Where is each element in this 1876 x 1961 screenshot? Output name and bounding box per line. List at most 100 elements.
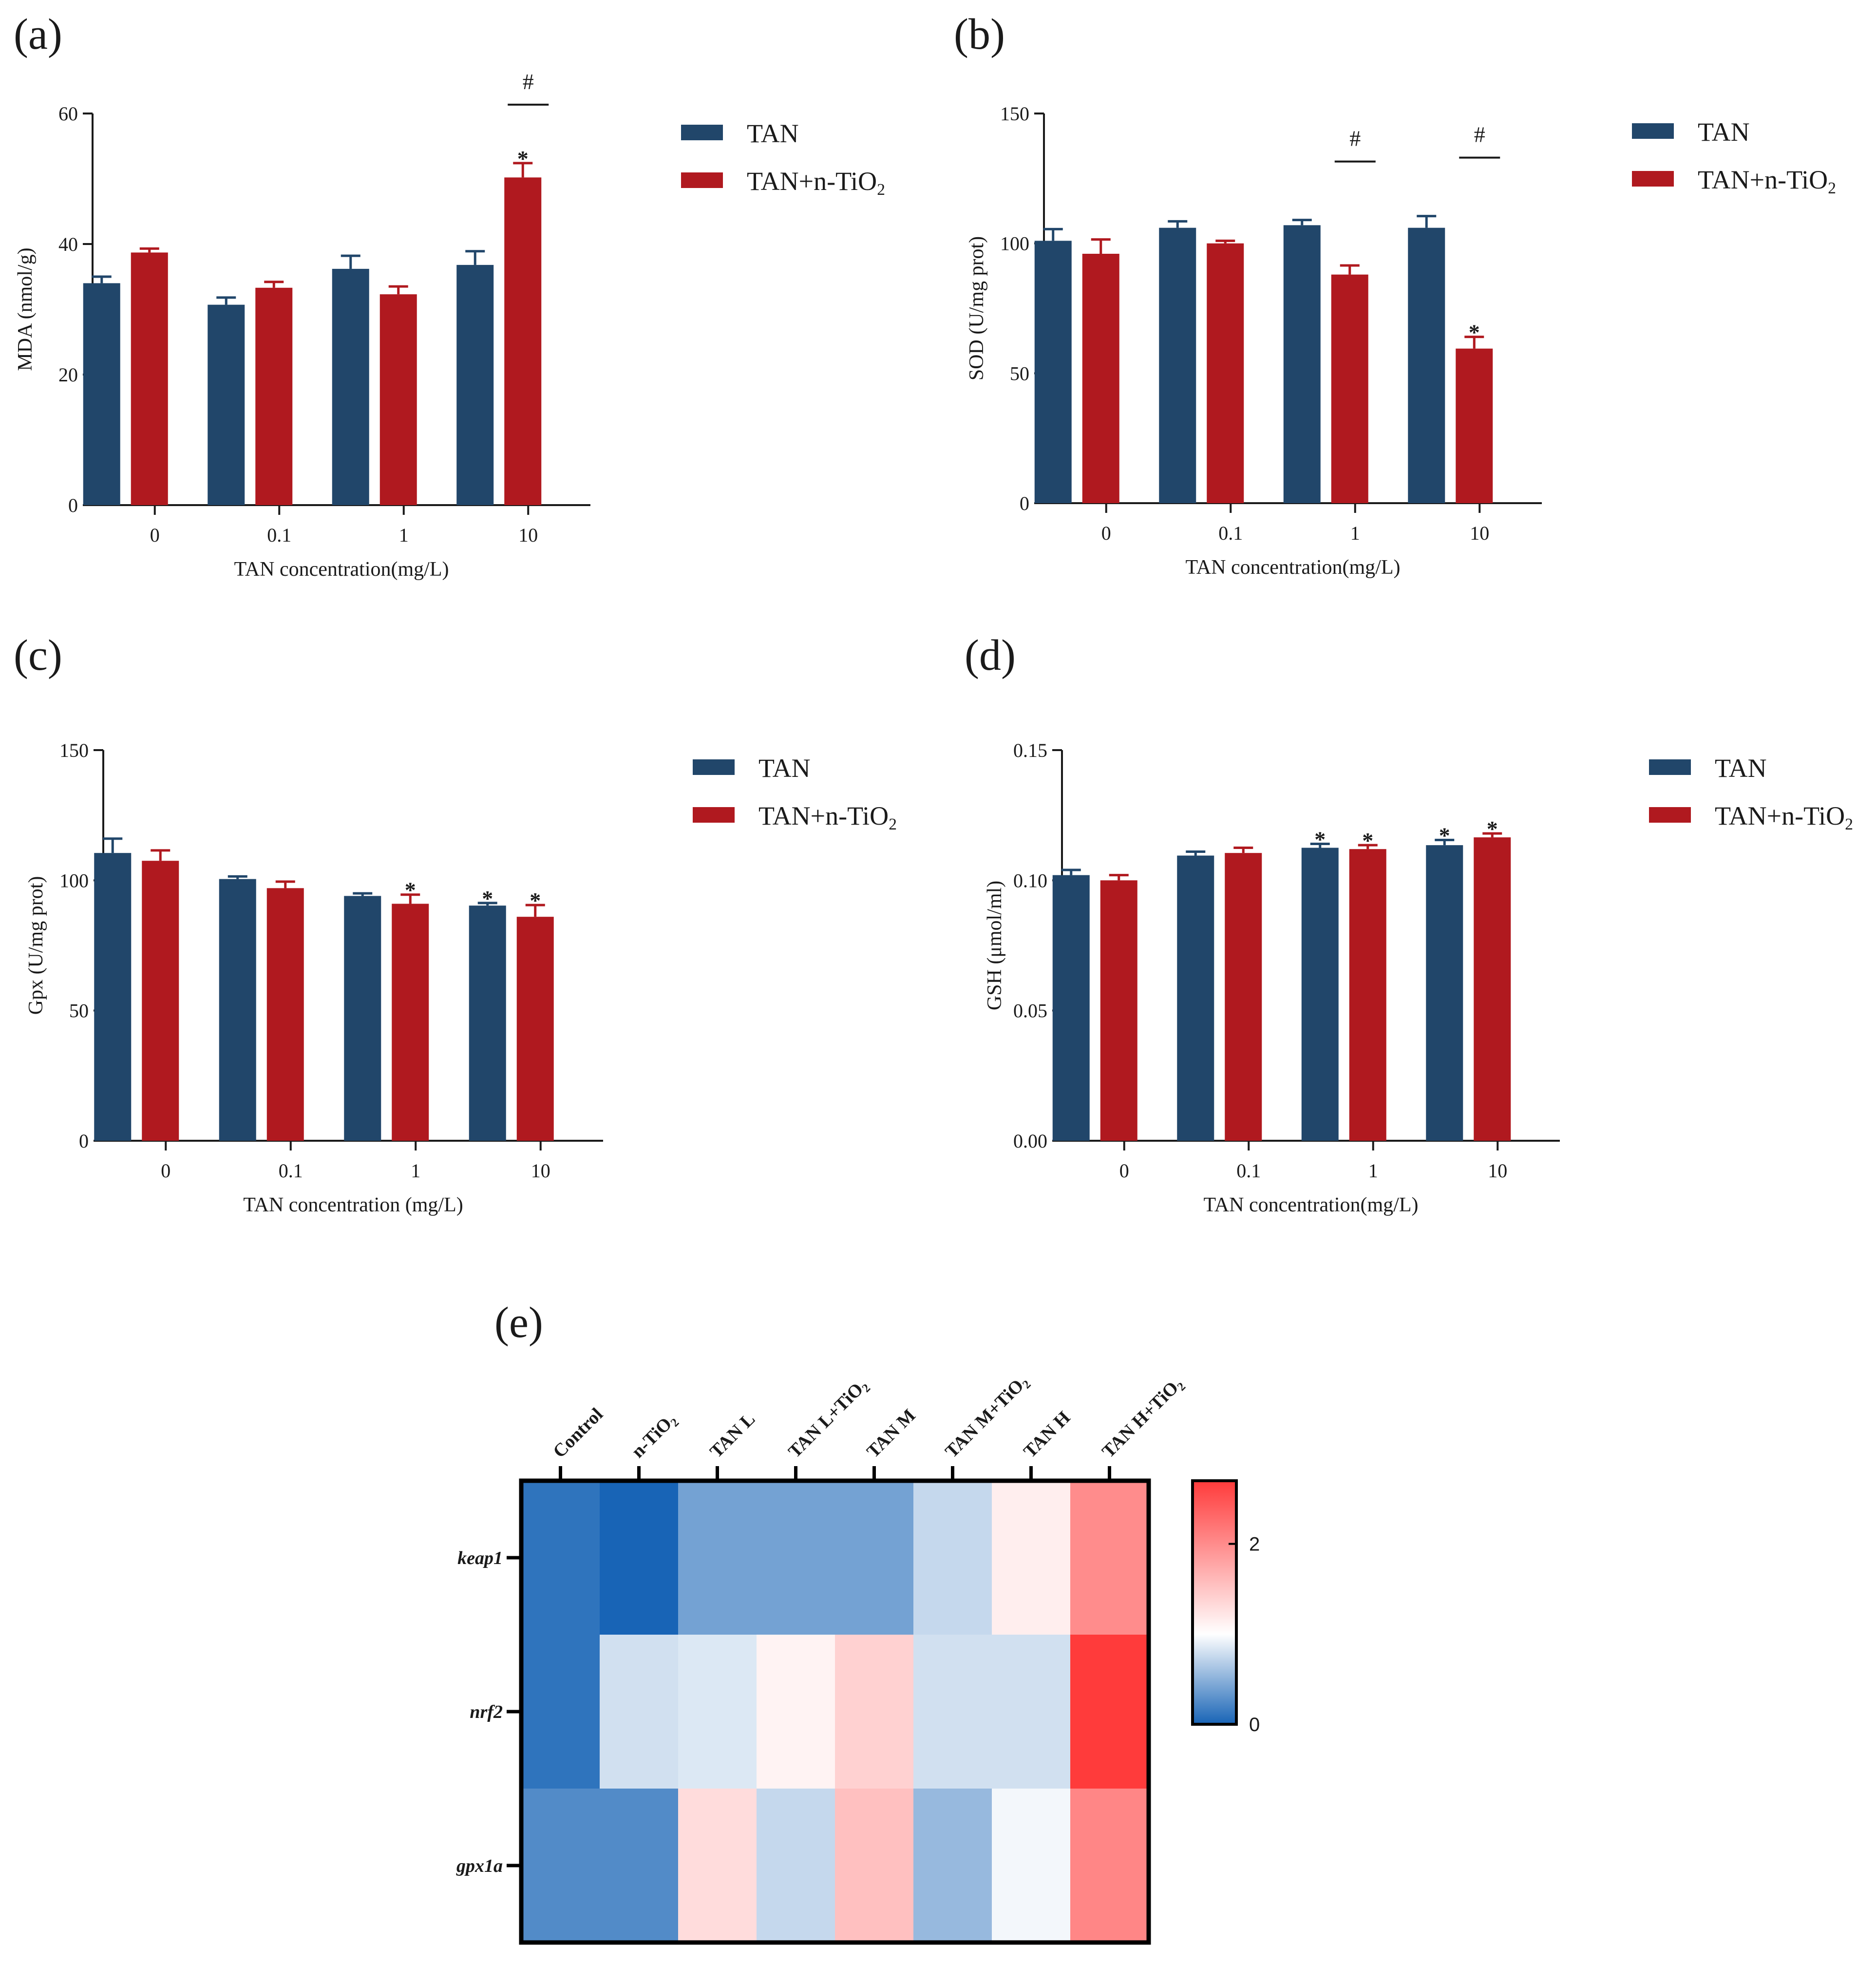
x-axis-label: TAN concentration(mg/L) [234, 558, 449, 581]
column-label: TAN L+TiO2 [784, 1375, 873, 1463]
heatmap-cell [992, 1481, 1071, 1635]
significance-star: * [1362, 828, 1373, 853]
column-label: TAN L [706, 1409, 759, 1462]
bar [219, 879, 256, 1141]
legend-label: TAN+n-TiO2 [1715, 801, 1853, 833]
y-tick-label: 0.00 [1013, 1130, 1047, 1152]
y-tick-label: 20 [58, 364, 78, 386]
panel-label: (e) [494, 1299, 543, 1347]
bar [1426, 845, 1463, 1141]
y-tick-label: 60 [58, 103, 78, 125]
row-label: nrf2 [470, 1702, 503, 1722]
legend-swatch [681, 172, 723, 188]
x-axis-label: TAN concentration (mg/L) [243, 1194, 463, 1216]
heatmap-cell [1070, 1635, 1149, 1789]
legend-swatch [681, 125, 723, 140]
significance-hash: # [1349, 126, 1361, 151]
x-axis-label: TAN concentration(mg/L) [1186, 556, 1401, 579]
heatmap-cell [521, 1635, 600, 1789]
significance-hash: # [1474, 122, 1485, 147]
bar [1301, 848, 1339, 1141]
bar [1082, 254, 1119, 503]
heatmap-cell [757, 1635, 835, 1789]
bar [1207, 243, 1244, 504]
legend-label: TAN [747, 119, 799, 148]
y-tick-label: 0 [68, 494, 78, 516]
x-axis-label: TAN concentration(mg/L) [1204, 1194, 1419, 1216]
y-axis-label: SOD (U/mg prot) [966, 236, 988, 380]
column-label: TAN M+TiO2 [941, 1371, 1033, 1463]
legend-label: TAN [758, 754, 811, 783]
bar [1283, 225, 1321, 503]
panel-label: (b) [954, 10, 1005, 58]
significance-star: * [1314, 827, 1326, 851]
bar [1177, 855, 1214, 1141]
heatmap-cell [1070, 1481, 1149, 1635]
bar [516, 917, 554, 1141]
y-tick-label: 50 [69, 1000, 89, 1022]
y-tick-label: 0 [1020, 492, 1029, 514]
bar [504, 177, 542, 505]
legend-swatch [1632, 171, 1674, 187]
bar [94, 853, 132, 1141]
significance-star: * [517, 146, 529, 171]
bar [142, 861, 179, 1141]
x-tick-label: 0.1 [1218, 522, 1243, 544]
bar [1159, 227, 1196, 504]
heatmap-cell [521, 1789, 600, 1943]
panel-label: (c) [14, 631, 62, 679]
bar [1225, 853, 1262, 1141]
heatmap-cell [835, 1481, 914, 1635]
legend-swatch [693, 759, 735, 775]
x-tick-label: 0.1 [1236, 1160, 1261, 1182]
y-tick-label: 0.10 [1013, 869, 1047, 891]
legend-label: TAN [1698, 117, 1750, 147]
column-label: Control [549, 1404, 607, 1462]
legend-swatch [693, 807, 735, 823]
y-tick-label: 150 [1000, 103, 1029, 125]
x-tick-label: 10 [1488, 1160, 1507, 1182]
y-tick-label: 0.05 [1013, 1000, 1047, 1022]
x-tick-label: 1 [399, 524, 409, 546]
bar [208, 304, 245, 505]
heatmap-cell [913, 1481, 992, 1635]
heatmap-cell [1070, 1789, 1149, 1943]
y-tick-label: 40 [58, 233, 78, 255]
significance-star: * [1487, 816, 1498, 841]
colorbar-tick-label: 0 [1249, 1714, 1260, 1735]
heatmap-cell [678, 1789, 757, 1943]
y-tick-label: 100 [59, 869, 89, 891]
bar [1349, 849, 1386, 1141]
y-axis-label: MDA (nmol/g) [14, 247, 37, 371]
chart-sod: (b) 0 50 100 150 0 0.1 1 10 * # # TAN concentration(… [954, 10, 1836, 579]
bar [344, 896, 381, 1141]
chart-mda: (a) 0 20 40 60 0 0.1 1 10 * # TAN concentration(mg/… [14, 10, 885, 581]
x-tick-label: 10 [1470, 522, 1489, 544]
significance-star: * [530, 888, 541, 913]
column-label: TAN M [863, 1405, 920, 1462]
bar [1034, 241, 1072, 503]
legend-swatch [1632, 123, 1674, 139]
y-tick-label: 0.15 [1013, 739, 1047, 761]
x-tick-label: 0 [161, 1160, 171, 1182]
bar [332, 268, 369, 505]
heatmap-cell [835, 1635, 914, 1789]
legend-label: TAN [1715, 754, 1767, 783]
x-tick-label: 10 [518, 524, 538, 546]
heatmap-cell [757, 1481, 835, 1635]
bar [1052, 875, 1090, 1141]
legend-label: TAN+n-TiO2 [747, 167, 885, 199]
column-label: n-TiO2 [627, 1409, 682, 1463]
y-tick-label: 0 [79, 1130, 89, 1152]
panel-label: (a) [14, 10, 62, 58]
y-axis-label: GSH (μmol/ml) [984, 881, 1006, 1010]
heatmap-cell [521, 1481, 600, 1635]
y-tick-label: 50 [1010, 362, 1029, 384]
bar [1100, 880, 1137, 1141]
heatmap-cell [600, 1481, 679, 1635]
row-label: keap1 [457, 1548, 503, 1568]
heatmap-cell [992, 1789, 1071, 1943]
x-tick-label: 1 [411, 1160, 420, 1182]
